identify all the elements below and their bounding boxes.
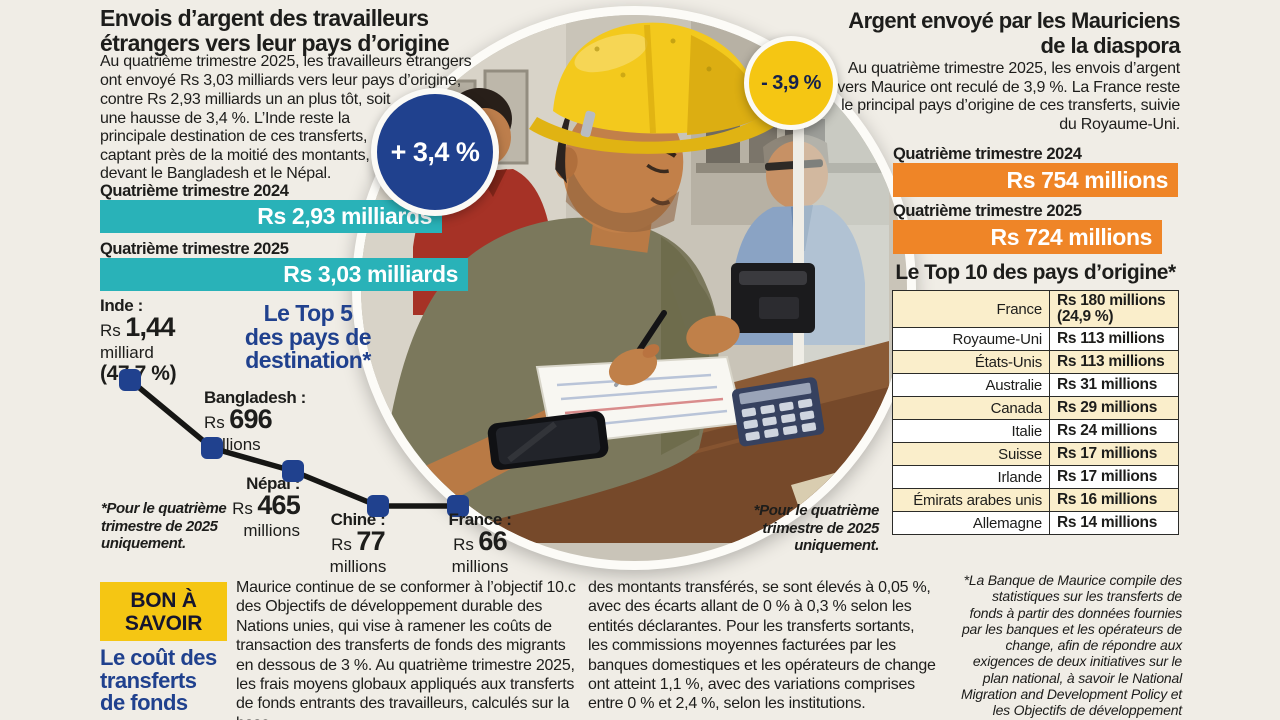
left-bar2-value: Rs 3,03 milliards bbox=[283, 261, 458, 287]
row-value: Rs 17 millions bbox=[1049, 466, 1178, 488]
top5-title: Le Top 5 des pays de destination* bbox=[228, 300, 388, 373]
bon-a-savoir-tag: BON À SAVOIR bbox=[100, 582, 227, 641]
row-country: Suisse bbox=[998, 445, 1042, 463]
table-row: Canada Rs 29 millions bbox=[892, 397, 1179, 420]
row-country: France bbox=[996, 300, 1043, 318]
table-row: Royaume-Uni Rs 113 millions bbox=[892, 328, 1179, 351]
origin-table: France Rs 180 millions (24,9 %) Royaume-… bbox=[892, 290, 1179, 535]
point-inde bbox=[119, 369, 141, 391]
row-value: Rs 113 millions bbox=[1049, 351, 1178, 373]
table-title: Le Top 10 des pays d’origine* bbox=[895, 261, 1176, 284]
row-country: Émirats arabes unis bbox=[913, 491, 1042, 509]
table-row: Suisse Rs 17 millions bbox=[892, 443, 1179, 466]
top5-title-line3: destination* bbox=[245, 347, 371, 373]
table-row: Australie Rs 31 millions bbox=[892, 374, 1179, 397]
row-value: Rs 29 millions bbox=[1049, 397, 1178, 419]
point-chine bbox=[367, 495, 389, 517]
left-title-line2: étrangers vers leur pays d’origine bbox=[100, 30, 450, 56]
tag-line2: SAVOIR bbox=[124, 611, 203, 635]
row-country: Irlande bbox=[997, 468, 1043, 486]
right-bar1-label: Quatrième trimestre 2024 bbox=[893, 145, 1082, 163]
table-row: Allemagne Rs 14 millions bbox=[892, 512, 1179, 535]
row-value: Rs 180 millions (24,9 %) bbox=[1049, 291, 1178, 327]
row-country: Australie bbox=[985, 376, 1042, 394]
cost-heading: Le coût des transferts de fonds bbox=[100, 645, 217, 715]
left-title: Envois d’argent des travailleurs étrange… bbox=[100, 6, 500, 56]
tag-line1: BON À bbox=[130, 588, 197, 612]
know-col2: des montants transférés, se sont élevés … bbox=[588, 579, 936, 713]
left-bar2-label: Quatrième trimestre 2025 bbox=[100, 240, 289, 258]
row-country: États-Unis bbox=[974, 353, 1042, 371]
right-title: Argent envoyé par les Mauriciens de la d… bbox=[810, 8, 1180, 58]
row-value: Rs 16 millions bbox=[1049, 489, 1178, 511]
right-body: Au quatrième trimestre 2025, les envois … bbox=[837, 60, 1180, 133]
right-bar1: Rs 754 millions bbox=[893, 163, 1178, 197]
increase-badge: + 3,4 % bbox=[371, 88, 499, 216]
right-bar1-value: Rs 754 millions bbox=[1006, 166, 1169, 193]
left-title-line1: Envois d’argent des travailleurs bbox=[100, 5, 429, 31]
point-france bbox=[447, 495, 469, 517]
row-value: Rs 113 millions bbox=[1049, 328, 1178, 350]
point-nepal bbox=[282, 460, 304, 482]
right-bar2-value: Rs 724 millions bbox=[990, 223, 1153, 250]
left-bar1: Rs 2,93 milliards bbox=[100, 200, 442, 233]
point-bangladesh bbox=[201, 437, 223, 459]
right-bar2: Rs 724 millions bbox=[893, 220, 1162, 254]
table-row: Italie Rs 24 millions bbox=[892, 420, 1179, 443]
right-title-line1: Argent envoyé par les Mauriciens bbox=[848, 8, 1180, 33]
right-title-line2: de la diaspora bbox=[1040, 33, 1180, 58]
right-bar2-label: Quatrième trimestre 2025 bbox=[893, 202, 1082, 220]
left-bar2: Rs 3,03 milliards bbox=[100, 258, 468, 291]
row-value: Rs 31 millions bbox=[1049, 374, 1178, 396]
row-value: Rs 14 millions bbox=[1049, 512, 1178, 534]
decrease-badge: - 3,9 % bbox=[744, 36, 838, 130]
table-row: États-Unis Rs 113 millions bbox=[892, 351, 1179, 374]
left-body-2: contre Rs 2,93 milliards un an plus tôt,… bbox=[100, 91, 398, 183]
top5-footnote: *Pour le quatrième trimestre de 2025 uni… bbox=[101, 500, 227, 552]
know-col1: Maurice continue de se conformer à l’obj… bbox=[236, 579, 576, 720]
row-country: Italie bbox=[1011, 422, 1043, 440]
left-bar1-label: Quatrième trimestre 2024 bbox=[100, 182, 289, 200]
row-value: Rs 24 millions bbox=[1049, 420, 1178, 442]
top5-title-line2: des pays de bbox=[244, 323, 372, 350]
table-row: Irlande Rs 17 millions bbox=[892, 466, 1179, 489]
row-value: Rs 17 millions bbox=[1049, 443, 1178, 465]
source-note: *La Banque de Maurice compile des statis… bbox=[960, 572, 1182, 720]
label-france: France : Rs 66 millions bbox=[448, 510, 512, 576]
row-country: Royaume-Uni bbox=[952, 330, 1043, 348]
table-row: France Rs 180 millions (24,9 %) bbox=[892, 290, 1179, 328]
top5-line-chart bbox=[119, 369, 469, 517]
row-country: Allemagne bbox=[972, 514, 1042, 532]
row-country: Canada bbox=[990, 399, 1043, 417]
table-row: Émirats arabes unis Rs 16 millions bbox=[892, 489, 1179, 512]
table-footnote: *Pour le quatrième trimestre de 2025 uni… bbox=[753, 502, 880, 554]
left-body-1: Au quatrième trimestre 2025, les travail… bbox=[100, 53, 472, 89]
top5-title-line1: Le Top 5 bbox=[263, 300, 353, 326]
